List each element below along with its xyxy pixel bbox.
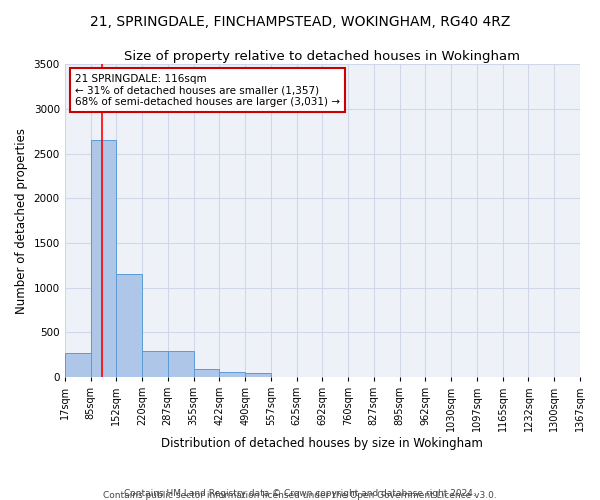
Text: 21, SPRINGDALE, FINCHAMPSTEAD, WOKINGHAM, RG40 4RZ: 21, SPRINGDALE, FINCHAMPSTEAD, WOKINGHAM… <box>90 15 510 29</box>
Bar <box>194 369 219 377</box>
Bar <box>245 373 271 377</box>
Text: 21 SPRINGDALE: 116sqm
← 31% of detached houses are smaller (1,357)
68% of semi-d: 21 SPRINGDALE: 116sqm ← 31% of detached … <box>75 74 340 106</box>
Y-axis label: Number of detached properties: Number of detached properties <box>15 128 28 314</box>
Bar <box>65 353 91 377</box>
X-axis label: Distribution of detached houses by size in Wokingham: Distribution of detached houses by size … <box>161 437 483 450</box>
Bar <box>142 352 168 377</box>
Text: Contains HM Land Registry data © Crown copyright and database right 2024.: Contains HM Land Registry data © Crown c… <box>124 488 476 498</box>
Bar <box>219 372 245 377</box>
Bar <box>116 274 142 377</box>
Bar <box>91 140 116 377</box>
Bar <box>168 352 194 377</box>
Title: Size of property relative to detached houses in Wokingham: Size of property relative to detached ho… <box>124 50 520 63</box>
Text: Contains public sector information licensed under the Open Government Licence v3: Contains public sector information licen… <box>103 491 497 500</box>
